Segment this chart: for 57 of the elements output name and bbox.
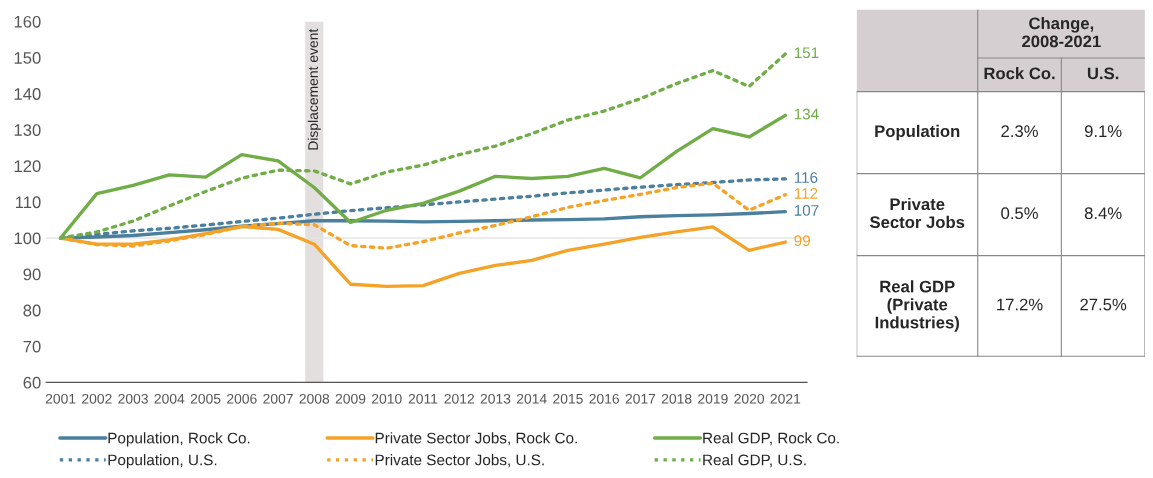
text: Population	[875, 124, 960, 141]
text: Change, 2008-2021	[1022, 17, 1101, 48]
text: Private Sector Jobs	[869, 197, 965, 229]
legend-label: Population, Rock Co.	[108, 432, 250, 447]
legend-label: Real GDP, Rock Co.	[703, 432, 839, 446]
text: Real GDP (Private Industries)	[875, 280, 959, 332]
x-tick-label: 2005	[190, 393, 221, 404]
legend-label: Population, U.S.	[108, 454, 217, 469]
data-label: 107	[794, 204, 819, 216]
y-tick-label: 130	[14, 124, 41, 136]
y-tick-label: 110	[15, 196, 41, 209]
x-tick-label: 2009	[335, 393, 366, 404]
data-label: 116	[794, 172, 818, 183]
text: 27.5%	[1080, 298, 1127, 311]
x-tick-label: 2001	[45, 393, 76, 404]
x-tick-label: 2004	[154, 393, 185, 404]
y-tick-label: 100	[14, 232, 41, 245]
x-tick-label: 2002	[82, 393, 112, 404]
x-tick-label: 2011	[408, 393, 438, 404]
text: 2.3%	[1001, 125, 1038, 138]
text: Rock Co.	[984, 67, 1055, 80]
data-label: 151	[794, 47, 819, 59]
text: U.S.	[1087, 67, 1119, 80]
y-tick-label: 160	[14, 15, 41, 28]
x-tick-label: 2021	[770, 393, 801, 404]
text: 8.4%	[1084, 207, 1122, 220]
data-label: 134	[794, 108, 819, 120]
x-tick-label: 2017	[625, 393, 656, 404]
legend-label: Real GDP, U.S.	[703, 454, 806, 468]
x-tick-label: 2006	[227, 393, 257, 404]
y-tick-label: 120	[14, 160, 41, 173]
x-tick-label: 2016	[589, 393, 620, 404]
text: 17.2%	[997, 298, 1043, 311]
legend-label: Private Sector Jobs, Rock Co.	[375, 432, 577, 446]
text: 0.5%	[1001, 207, 1038, 220]
x-tick-label: 2007	[263, 393, 293, 404]
x-tick-label: 2010	[372, 393, 402, 404]
x-tick-label: 2015	[553, 393, 583, 404]
y-tick-label: 90	[23, 268, 41, 281]
x-tick-label: 2003	[118, 393, 148, 404]
x-tick-label: 2013	[480, 393, 511, 404]
data-label: 99	[794, 235, 810, 247]
data-label: 112	[794, 188, 818, 199]
y-tick-label: 150	[14, 52, 41, 64]
x-tick-label: 2019	[698, 393, 728, 404]
y-tick-label: 80	[23, 304, 41, 317]
x-tick-label: 2008	[299, 393, 330, 404]
x-tick-label: 2012	[444, 393, 474, 404]
y-tick-label: 140	[14, 88, 41, 100]
x-tick-label: 2018	[661, 393, 692, 404]
band-label: Displacement event	[307, 28, 321, 150]
y-tick-label: 60	[23, 376, 41, 389]
legend-label: Private Sector Jobs, U.S.	[375, 454, 544, 468]
x-tick-label: 2020	[734, 393, 765, 404]
y-tick-label: 70	[23, 340, 41, 353]
text: 9.1%	[1084, 125, 1122, 138]
x-tick-label: 2014	[516, 393, 547, 404]
